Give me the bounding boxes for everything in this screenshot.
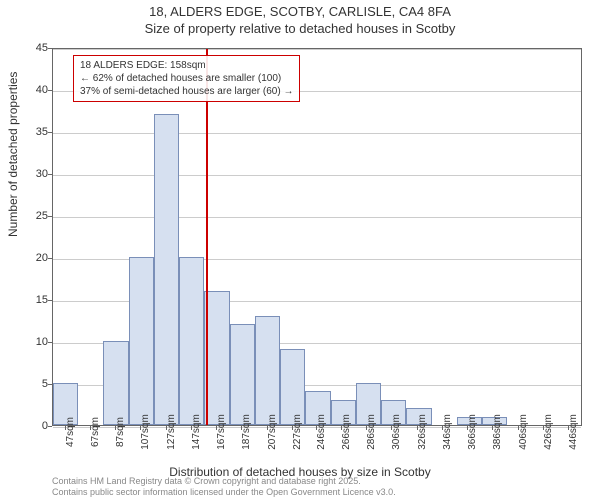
x-tick-label: 127sqm [166, 414, 177, 450]
histogram-bar [204, 291, 229, 425]
x-tick-mark [417, 426, 418, 430]
x-tick-label: 227sqm [292, 414, 303, 450]
callout-line-3: 37% of semi-detached houses are larger (… [80, 85, 293, 98]
histogram-bar [129, 257, 154, 425]
x-tick-label: 266sqm [341, 414, 352, 450]
footer-attribution: Contains HM Land Registry data © Crown c… [52, 476, 396, 498]
x-tick-mark [216, 426, 217, 430]
title-line-1: 18, ALDERS EDGE, SCOTBY, CARLISLE, CA4 8… [0, 4, 600, 21]
callout-line-2: ← 62% of detached houses are smaller (10… [80, 72, 293, 85]
plot-area: 18 ALDERS EDGE: 158sqm ← 62% of detached… [52, 48, 582, 426]
x-tick-mark [492, 426, 493, 430]
histogram-bar [230, 324, 255, 425]
histogram-bar [154, 114, 179, 425]
callout-box: 18 ALDERS EDGE: 158sqm ← 62% of detached… [73, 55, 300, 102]
x-tick-mark [568, 426, 569, 430]
y-tick-label: 20 [18, 252, 48, 264]
x-tick-label: 306sqm [391, 414, 402, 450]
x-tick-label: 87sqm [115, 417, 126, 447]
x-tick-mark [543, 426, 544, 430]
grid-line [53, 133, 581, 134]
grid-line [53, 217, 581, 218]
x-tick-mark [115, 426, 116, 430]
x-tick-mark [140, 426, 141, 430]
x-tick-mark [341, 426, 342, 430]
x-tick-mark [166, 426, 167, 430]
x-tick-label: 286sqm [366, 414, 377, 450]
x-tick-label: 366sqm [467, 414, 478, 450]
grid-line [53, 175, 581, 176]
y-tick-label: 25 [18, 210, 48, 222]
x-tick-mark [267, 426, 268, 430]
x-tick-label: 386sqm [492, 414, 503, 450]
x-tick-label: 187sqm [241, 414, 252, 450]
x-tick-mark [65, 426, 66, 430]
x-tick-mark [191, 426, 192, 430]
marker-line [206, 49, 208, 425]
histogram-bar [255, 316, 280, 425]
footer-line-2: Contains public sector information licen… [52, 487, 396, 498]
x-tick-label: 346sqm [442, 414, 453, 450]
callout-line-1: 18 ALDERS EDGE: 158sqm [80, 59, 293, 72]
histogram-bar [103, 341, 128, 425]
x-tick-mark [391, 426, 392, 430]
histogram-chart: 18, ALDERS EDGE, SCOTBY, CARLISLE, CA4 8… [0, 0, 600, 500]
x-tick-label: 107sqm [140, 414, 151, 450]
y-tick-mark [48, 426, 52, 427]
y-tick-label: 35 [18, 126, 48, 138]
x-tick-label: 326sqm [417, 414, 428, 450]
x-tick-label: 426sqm [543, 414, 554, 450]
x-tick-label: 147sqm [191, 414, 202, 450]
y-tick-label: 45 [18, 42, 48, 54]
y-tick-label: 30 [18, 168, 48, 180]
x-tick-label: 406sqm [518, 414, 529, 450]
x-tick-label: 207sqm [267, 414, 278, 450]
x-tick-mark [316, 426, 317, 430]
histogram-bar [179, 257, 204, 425]
y-tick-label: 15 [18, 294, 48, 306]
y-tick-label: 5 [18, 378, 48, 390]
x-tick-mark [518, 426, 519, 430]
x-tick-mark [467, 426, 468, 430]
y-tick-label: 10 [18, 336, 48, 348]
x-tick-label: 167sqm [216, 414, 227, 450]
x-tick-mark [90, 426, 91, 430]
x-tick-label: 67sqm [90, 417, 101, 447]
x-tick-label: 47sqm [65, 417, 76, 447]
x-tick-mark [241, 426, 242, 430]
y-tick-label: 40 [18, 84, 48, 96]
x-tick-label: 446sqm [568, 414, 579, 450]
x-tick-mark [366, 426, 367, 430]
title-line-2: Size of property relative to detached ho… [0, 21, 600, 38]
y-tick-label: 0 [18, 420, 48, 432]
footer-line-1: Contains HM Land Registry data © Crown c… [52, 476, 396, 487]
chart-title: 18, ALDERS EDGE, SCOTBY, CARLISLE, CA4 8… [0, 0, 600, 38]
x-tick-mark [442, 426, 443, 430]
x-tick-label: 246sqm [316, 414, 327, 450]
grid-line [53, 49, 581, 50]
x-tick-mark [292, 426, 293, 430]
